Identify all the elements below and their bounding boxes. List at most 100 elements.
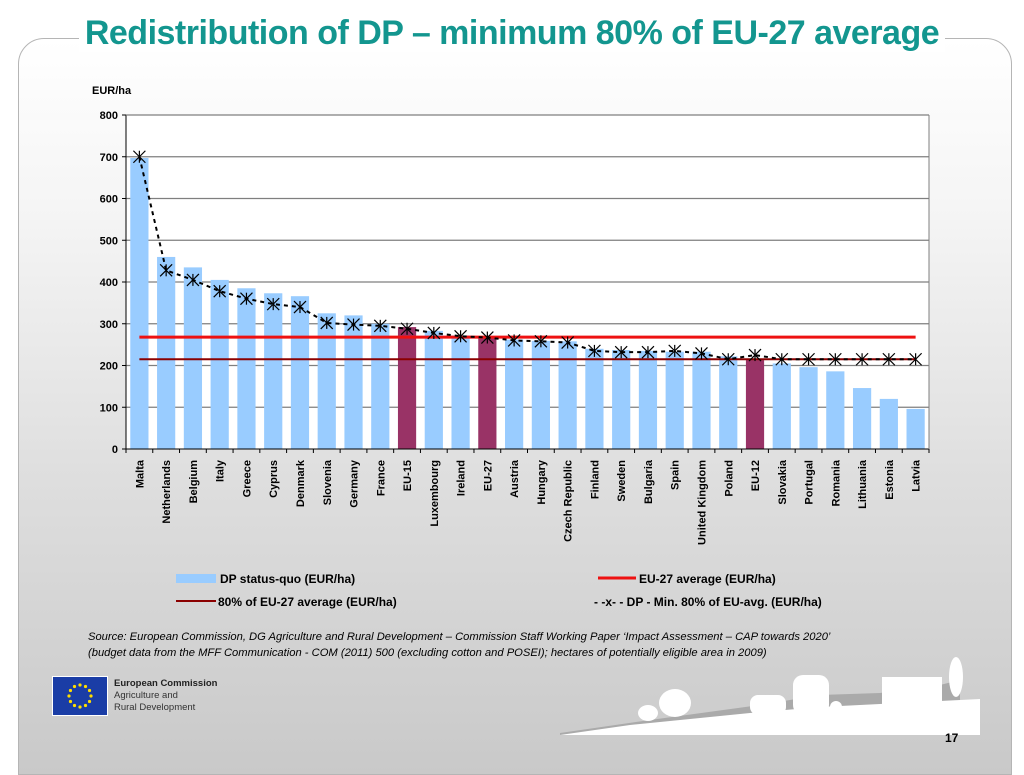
- dp-min-marker: [480, 331, 494, 344]
- eu-star-icon: [68, 688, 73, 693]
- bar-slovakia: [772, 363, 791, 449]
- bar-bulgaria: [638, 350, 658, 449]
- x-tick-label: Bulgaria: [643, 459, 655, 504]
- slide-title-text: Redistribution of DP – minimum 80% of EU…: [78, 14, 946, 52]
- tree-icon: [949, 657, 963, 697]
- x-tick-label: Hungary: [536, 459, 548, 505]
- dp-min-marker: [507, 334, 521, 347]
- bar-united-kingdom: [692, 351, 711, 449]
- dp-min-marker: [213, 284, 227, 298]
- bar-greece: [237, 288, 256, 449]
- slide-title: Redistribution of DP – minimum 80% of EU…: [0, 14, 1024, 53]
- bar-denmark: [290, 296, 310, 449]
- y-tick-label: 300: [100, 319, 118, 331]
- legend-label-80pct: 80% of EU-27 average (EUR/ha): [218, 595, 397, 609]
- eu-star-icon: [89, 694, 93, 698]
- x-tick-label: Romania: [830, 459, 842, 506]
- dp-min-marker: [427, 326, 441, 340]
- bar-latvia: [906, 408, 925, 449]
- y-tick-label: 100: [100, 402, 118, 414]
- x-tick-label: Cyprus: [268, 460, 280, 498]
- legend-label-dp-min: - -x- - DP - Min. 80% of EU-avg. (EUR/ha…: [594, 595, 822, 609]
- x-tick-label: Austria: [509, 459, 521, 498]
- y-tick-label: 600: [100, 194, 118, 206]
- bar-finland: [585, 348, 604, 449]
- european-commission-logo: European Commission Agriculture and Rura…: [52, 676, 217, 716]
- eu-flag-icon: [52, 676, 108, 716]
- eu-star-icon: [72, 703, 77, 708]
- dp-min-marker: [347, 318, 360, 332]
- bar-italy: [210, 279, 229, 449]
- dp-min-marker: [587, 344, 601, 358]
- dp-min-marker: [641, 345, 655, 359]
- logo-line-2: Agriculture and: [114, 690, 178, 701]
- animal-2-icon: [659, 689, 691, 717]
- x-tick-label: EU-15: [402, 460, 414, 491]
- dp-min-marker: [721, 352, 735, 366]
- logo-line-3: Rural Development: [114, 702, 196, 713]
- bar-austria: [505, 339, 524, 449]
- eu-star-icon: [83, 684, 88, 689]
- x-tick-label: France: [375, 460, 387, 496]
- dp-min-marker: [132, 150, 146, 164]
- x-tick-label: Luxembourg: [429, 460, 441, 527]
- x-tick-label: Latvia: [911, 459, 923, 492]
- legend-label-eu27-average: EU-27 average (EUR/ha): [639, 572, 776, 586]
- y-tick-label: 0: [112, 444, 118, 456]
- bar-netherlands: [157, 256, 176, 449]
- dp-min-marker: [293, 300, 307, 314]
- animal-1-icon: [638, 705, 658, 721]
- x-tick-label: Sweden: [616, 460, 628, 502]
- dp-min-marker: [614, 345, 628, 359]
- x-tick-label: Slovenia: [322, 459, 334, 505]
- x-tick-label: Germany: [349, 459, 361, 508]
- x-tick-label: United Kingdom: [696, 460, 708, 545]
- legend-swatch-status-quo: [176, 574, 216, 583]
- barn-icon: [882, 677, 942, 705]
- dp-min-marker: [534, 334, 548, 348]
- dp-min-marker: [855, 352, 869, 366]
- legend-label-status-quo: DP status-quo (EUR/ha): [220, 572, 355, 586]
- x-tick-label: Greece: [241, 460, 253, 497]
- dp-min-marker: [775, 352, 789, 366]
- eu-stars-icon: [67, 683, 93, 709]
- x-tick-label: EU-27: [482, 460, 494, 491]
- x-tick-label: Italy: [215, 459, 227, 482]
- bar-ireland: [451, 335, 470, 449]
- x-tick-label: EU-12: [750, 460, 762, 491]
- x-tick-label: Malta: [134, 459, 146, 488]
- x-tick-label: Estonia: [884, 459, 896, 500]
- eu-star-icon: [87, 688, 92, 693]
- x-tick-label: Denmark: [295, 459, 307, 507]
- eu-star-icon: [72, 684, 77, 689]
- source-line-2: (budget data from the MFF Communication …: [88, 647, 767, 659]
- bar-sweden: [612, 350, 631, 449]
- hen-icon: [830, 701, 842, 713]
- bar-slovenia: [317, 313, 336, 449]
- x-tick-label: Czech Republic: [563, 460, 575, 542]
- bar-eu-12: [745, 360, 765, 449]
- dp-min-marker: [695, 346, 708, 360]
- dp-min-marker: [668, 344, 682, 358]
- x-tick-label: Lithuania: [857, 459, 869, 509]
- x-tick-label: Ireland: [456, 460, 468, 496]
- ground-shape: [560, 699, 980, 735]
- dp-min-marker: [373, 319, 387, 333]
- dp-min-marker: [320, 316, 334, 330]
- farm-silhouette-decoration: [560, 657, 980, 735]
- bar-poland: [719, 356, 738, 449]
- dp-min-marker: [748, 348, 762, 362]
- eu-star-icon: [87, 699, 92, 704]
- eu-star-icon: [68, 699, 73, 704]
- eu-star-icon: [78, 683, 82, 687]
- dp-min-marker: [909, 352, 923, 366]
- x-tick-label: Poland: [723, 460, 735, 497]
- bar-france: [371, 323, 390, 449]
- dp-min-marker: [186, 273, 200, 287]
- y-tick-label: 500: [100, 235, 118, 247]
- y-tick-label: 800: [100, 110, 118, 122]
- bar-romania: [826, 371, 845, 449]
- bar-cyprus: [264, 293, 283, 449]
- x-tick-label: Slovakia: [777, 459, 789, 505]
- x-tick-label: Spain: [670, 460, 682, 490]
